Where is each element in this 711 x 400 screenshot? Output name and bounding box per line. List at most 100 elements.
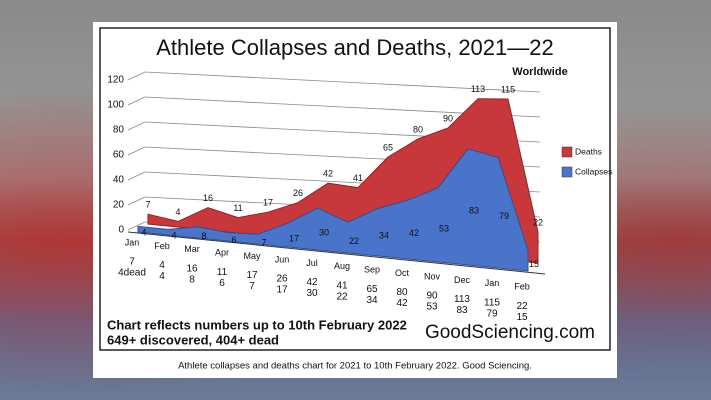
table-cell: 4 [159, 271, 165, 282]
table-cell: 4 [159, 260, 165, 271]
data-label: 79 [499, 211, 509, 221]
table-cell: 15 [516, 312, 528, 323]
y-tick-label: 0 [118, 225, 124, 236]
data-label: 34 [379, 231, 389, 241]
x-tick-label: May [243, 251, 261, 261]
table-cell: 42 [396, 298, 408, 309]
note: 649+ discovered, 404+ dead [107, 332, 279, 347]
legend-label: Deaths [575, 146, 602, 156]
data-label: 80 [413, 124, 423, 134]
y-tick-label: 20 [113, 200, 125, 211]
table-cell: 16 [186, 263, 198, 274]
grid-line [127, 121, 146, 131]
x-tick-label: Jul [306, 258, 318, 268]
table-cell: 79 [486, 308, 498, 319]
table-cell: 65 [366, 284, 378, 295]
data-label: 16 [203, 193, 213, 203]
grid-line [127, 221, 146, 231]
data-label: 115 [501, 84, 515, 94]
note: Chart reflects numbers up to 10th Februa… [107, 317, 407, 332]
data-label: 11 [233, 203, 242, 213]
data-label: 42 [323, 169, 333, 179]
table-cell: 8 [189, 274, 195, 285]
grid-line [144, 71, 541, 93]
x-tick-label: Dec [454, 275, 471, 285]
data-label: 4 [141, 228, 146, 238]
data-label: 113 [471, 84, 485, 94]
data-label: 7 [145, 200, 150, 210]
grid-line [127, 146, 146, 156]
data-label: 26 [293, 188, 303, 198]
x-tick-label: Apr [215, 248, 229, 258]
data-label: 65 [383, 142, 393, 152]
table-cell: 7 [249, 281, 255, 292]
x-tick-label: Aug [334, 261, 350, 271]
table-cell: 53 [426, 302, 438, 313]
table-cell: 42 [306, 277, 318, 288]
x-tick-label: Feb [514, 282, 530, 292]
table-cell: 115 [484, 297, 500, 308]
data-label: 90 [443, 113, 453, 123]
table-cell: 26 [276, 274, 288, 285]
chart-frame [99, 27, 611, 351]
table-cell: 113 [454, 294, 470, 305]
table-cell: 83 [456, 305, 468, 316]
data-label: 30 [319, 227, 329, 237]
legend-swatch [561, 166, 573, 178]
grid-line [127, 71, 146, 81]
data-label: 15 [529, 259, 539, 269]
data-label: 41 [353, 173, 363, 183]
table-cell: 7 [129, 257, 135, 268]
grid-line [127, 196, 146, 206]
x-tick-label: Oct [395, 268, 410, 278]
data-label: 83 [469, 205, 479, 215]
x-tick-label: Jan [485, 278, 500, 288]
data-label: 7 [261, 237, 266, 247]
source: GoodSciencing.com [425, 322, 595, 343]
data-label: 4 [171, 231, 176, 241]
table-cell: 41 [336, 280, 348, 291]
y-tick-label: 60 [113, 150, 125, 161]
x-tick-label: Nov [424, 271, 441, 281]
data-label: 22 [349, 236, 359, 246]
data-label: 53 [439, 223, 449, 233]
table-cell: 17 [246, 270, 258, 281]
data-label: 17 [289, 233, 299, 243]
x-tick-label: Jan [125, 237, 140, 247]
grid-line [127, 171, 146, 181]
y-tick-label: 40 [113, 175, 125, 186]
table-cell: 22 [516, 301, 528, 312]
data-label: 17 [263, 198, 273, 208]
x-tick-label: Feb [154, 241, 170, 251]
table-cell: 17 [276, 285, 288, 296]
legend-swatch [561, 146, 573, 158]
data-label: 6 [231, 235, 236, 245]
grid-line [127, 96, 146, 106]
x-tick-label: Jun [275, 254, 290, 264]
area [137, 148, 529, 272]
table-cell: 6 [219, 278, 225, 289]
table-cell: 30 [306, 288, 318, 299]
caption: Athlete collapses and deaths chart for 2… [178, 361, 532, 372]
data-label: 4 [175, 207, 180, 217]
table-cell: 22 [336, 291, 348, 302]
chart-title: Athlete Collapses and Deaths, 2021—22 [156, 35, 553, 60]
axis-line [127, 231, 546, 275]
chart-subtitle: Worldwide [512, 66, 567, 78]
x-tick-label: Mar [184, 244, 200, 254]
table-cell: 4dead [118, 268, 146, 279]
table-cell: 90 [426, 291, 438, 302]
y-tick-label: 120 [107, 75, 124, 86]
data-label: 8 [201, 231, 206, 241]
table-cell: 80 [396, 287, 408, 298]
data-label: 22 [533, 218, 543, 228]
y-tick-label: 100 [107, 100, 124, 111]
x-tick-label: Sep [364, 265, 380, 275]
data-label: 42 [409, 228, 419, 238]
y-tick-label: 80 [113, 125, 125, 136]
table-cell: 11 [217, 267, 228, 278]
legend-label: Collapses [575, 166, 612, 176]
table-cell: 34 [366, 295, 378, 306]
